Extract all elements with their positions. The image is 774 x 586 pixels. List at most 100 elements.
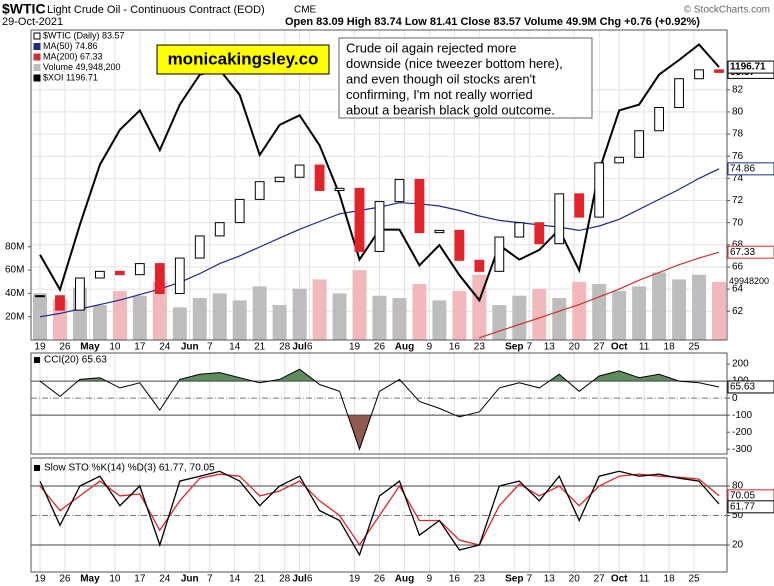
series-line: [39, 368, 720, 451]
x-tick-label: 28: [279, 574, 291, 585]
value-tag-box: [727, 60, 774, 74]
series-line: [39, 470, 720, 557]
y-tick-label: -200: [732, 427, 752, 438]
y-tick-label: 50: [732, 510, 744, 521]
y-tick-label: 200: [732, 359, 749, 370]
y-tick-label: -100: [732, 410, 752, 421]
x-tick-label: Jun: [181, 574, 199, 585]
series-line: [39, 473, 720, 547]
cci-fill: [39, 369, 680, 382]
x-tick-label: 21: [254, 574, 266, 585]
x-tick-label: 19: [349, 342, 361, 353]
volume-tag: 49948200: [729, 276, 769, 286]
x-tick-label: Aug: [395, 342, 414, 353]
panel-frame: [30, 29, 728, 341]
y-tick-label: 68: [732, 239, 744, 250]
x-tick-label: 20: [569, 342, 581, 353]
x-tick-label: 27: [594, 574, 606, 585]
x-tick-label: Jul: [292, 342, 307, 353]
y-tick-label: 70: [732, 217, 744, 228]
candle: [75, 277, 85, 311]
candle: [434, 229, 445, 234]
candle: [714, 69, 724, 73]
x-tick-label: 17: [134, 574, 146, 585]
candle: [414, 178, 425, 234]
candle: [35, 295, 45, 298]
volume-bar: [112, 291, 127, 340]
panel-title-d: 70.05: [190, 463, 215, 474]
x-tick-label: 25: [688, 342, 700, 353]
value-tag-box: [727, 245, 774, 259]
volume-bar: [312, 279, 327, 340]
x-tick-label: 17: [134, 342, 146, 353]
volume-bar: [92, 305, 107, 340]
volume-bar: [252, 286, 267, 340]
volume-bar: [712, 281, 727, 340]
y-tick-label: 80: [732, 481, 744, 492]
candle: [514, 222, 525, 238]
legend-entry: $XOI 1196.71: [43, 72, 98, 82]
x-tick-label: 19: [349, 574, 361, 585]
x-tick-label: May: [80, 342, 100, 353]
sto-plot: [31, 470, 727, 557]
legend-swatch: [33, 32, 41, 40]
value-tag: 70.05: [730, 490, 755, 501]
candle: [314, 164, 325, 192]
candle: [554, 193, 565, 245]
note-line: about a bearish black gold outcome.: [346, 102, 555, 117]
x-tick-label: 18: [664, 574, 676, 585]
candle: [55, 295, 65, 311]
symbol: $WTIC: [2, 1, 46, 17]
volume-tick-label: 80M: [5, 241, 24, 252]
y-tick-label: 72: [732, 195, 744, 206]
candle: [374, 201, 385, 252]
candle: [354, 187, 365, 252]
volume-bar: [512, 295, 527, 340]
candle: [274, 176, 285, 183]
value-tag-box: [727, 162, 774, 176]
candle: [294, 164, 305, 178]
candle: [334, 187, 345, 192]
volume-bar: [652, 272, 667, 340]
candle: [454, 229, 465, 261]
plot-layer: 626466687072747678808220M40M60M80M$WTIC …: [5, 29, 774, 585]
x-tick-label: 26: [374, 574, 386, 585]
volume-bar: [352, 270, 367, 340]
volume-tick-label: 60M: [5, 265, 24, 276]
x-tick-label: 20: [569, 574, 581, 585]
candle: [114, 270, 125, 276]
x-tick-label: 13: [544, 342, 556, 353]
value-tag: 1196.71: [730, 62, 766, 73]
legend-entry: MA(50) 74.86: [43, 41, 98, 51]
x-tick-label: 7: [207, 342, 213, 353]
y-tick-label: 20: [732, 540, 744, 551]
x-tick-label: 11: [639, 342, 650, 353]
candle: [474, 259, 485, 272]
volume-tick-label: 20M: [5, 311, 24, 322]
note-line: downside (nice tweezer bottom here),: [346, 56, 563, 71]
x-tick-label: 18: [664, 342, 676, 353]
volume-bar: [632, 286, 647, 340]
y-tick-label: 82: [732, 84, 744, 95]
volume-bar: [232, 300, 247, 340]
x-tick-label: Jul: [292, 574, 307, 585]
note-line: and even though oil stocks aren't: [346, 71, 536, 86]
volume-bar: [172, 307, 187, 340]
legend-entry: MA(200) 67.33: [43, 51, 103, 61]
value-tag: 74.86: [730, 163, 755, 174]
volume-bar: [412, 284, 427, 340]
candle: [95, 270, 105, 279]
candle: [614, 156, 625, 164]
x-tick-label: 26: [59, 342, 71, 353]
x-tick-label: Oct: [611, 342, 628, 353]
volume-bar: [492, 305, 507, 340]
volume-bar: [192, 298, 207, 340]
volume-bar: [532, 288, 547, 340]
x-tick-label: 7: [527, 574, 533, 585]
candle: [654, 107, 664, 132]
candle: [494, 236, 505, 272]
panel-frame: [30, 352, 728, 455]
volume-bar: [692, 274, 707, 340]
x-tick-label: 27: [594, 342, 606, 353]
